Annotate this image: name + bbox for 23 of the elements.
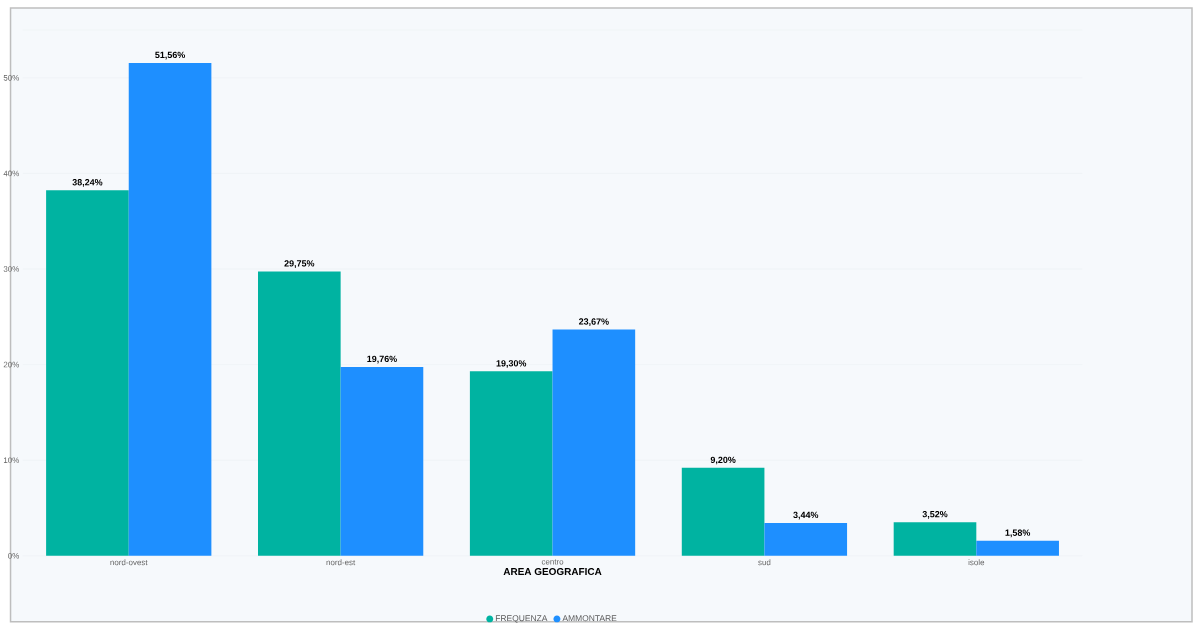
data-label: 38,24% [72, 179, 103, 187]
data-label: 3,52% [922, 511, 948, 519]
data-label: 3,44% [793, 511, 819, 520]
data-label: 29,75% [284, 260, 315, 269]
bar [469, 371, 553, 557]
bar [128, 63, 212, 557]
data-label: 19,76% [367, 355, 397, 364]
bar [893, 522, 977, 557]
x-axis-title: AREA GEOGRAFICA [503, 568, 602, 576]
data-label: 51,56% [155, 51, 186, 60]
bar [340, 367, 424, 557]
bar [552, 329, 636, 557]
data-label: 19,30% [496, 360, 527, 368]
data-label: 9,20% [710, 456, 736, 465]
data-label: 1,58% [1005, 529, 1031, 538]
legend-label: AMMONTARE [562, 615, 617, 622]
bar [681, 468, 765, 557]
bar [46, 190, 129, 557]
bar [764, 523, 848, 557]
data-label: 23,67% [578, 318, 609, 327]
legend-label: FREQUENZA [495, 615, 548, 623]
bar [258, 271, 341, 557]
bar [976, 540, 1059, 557]
